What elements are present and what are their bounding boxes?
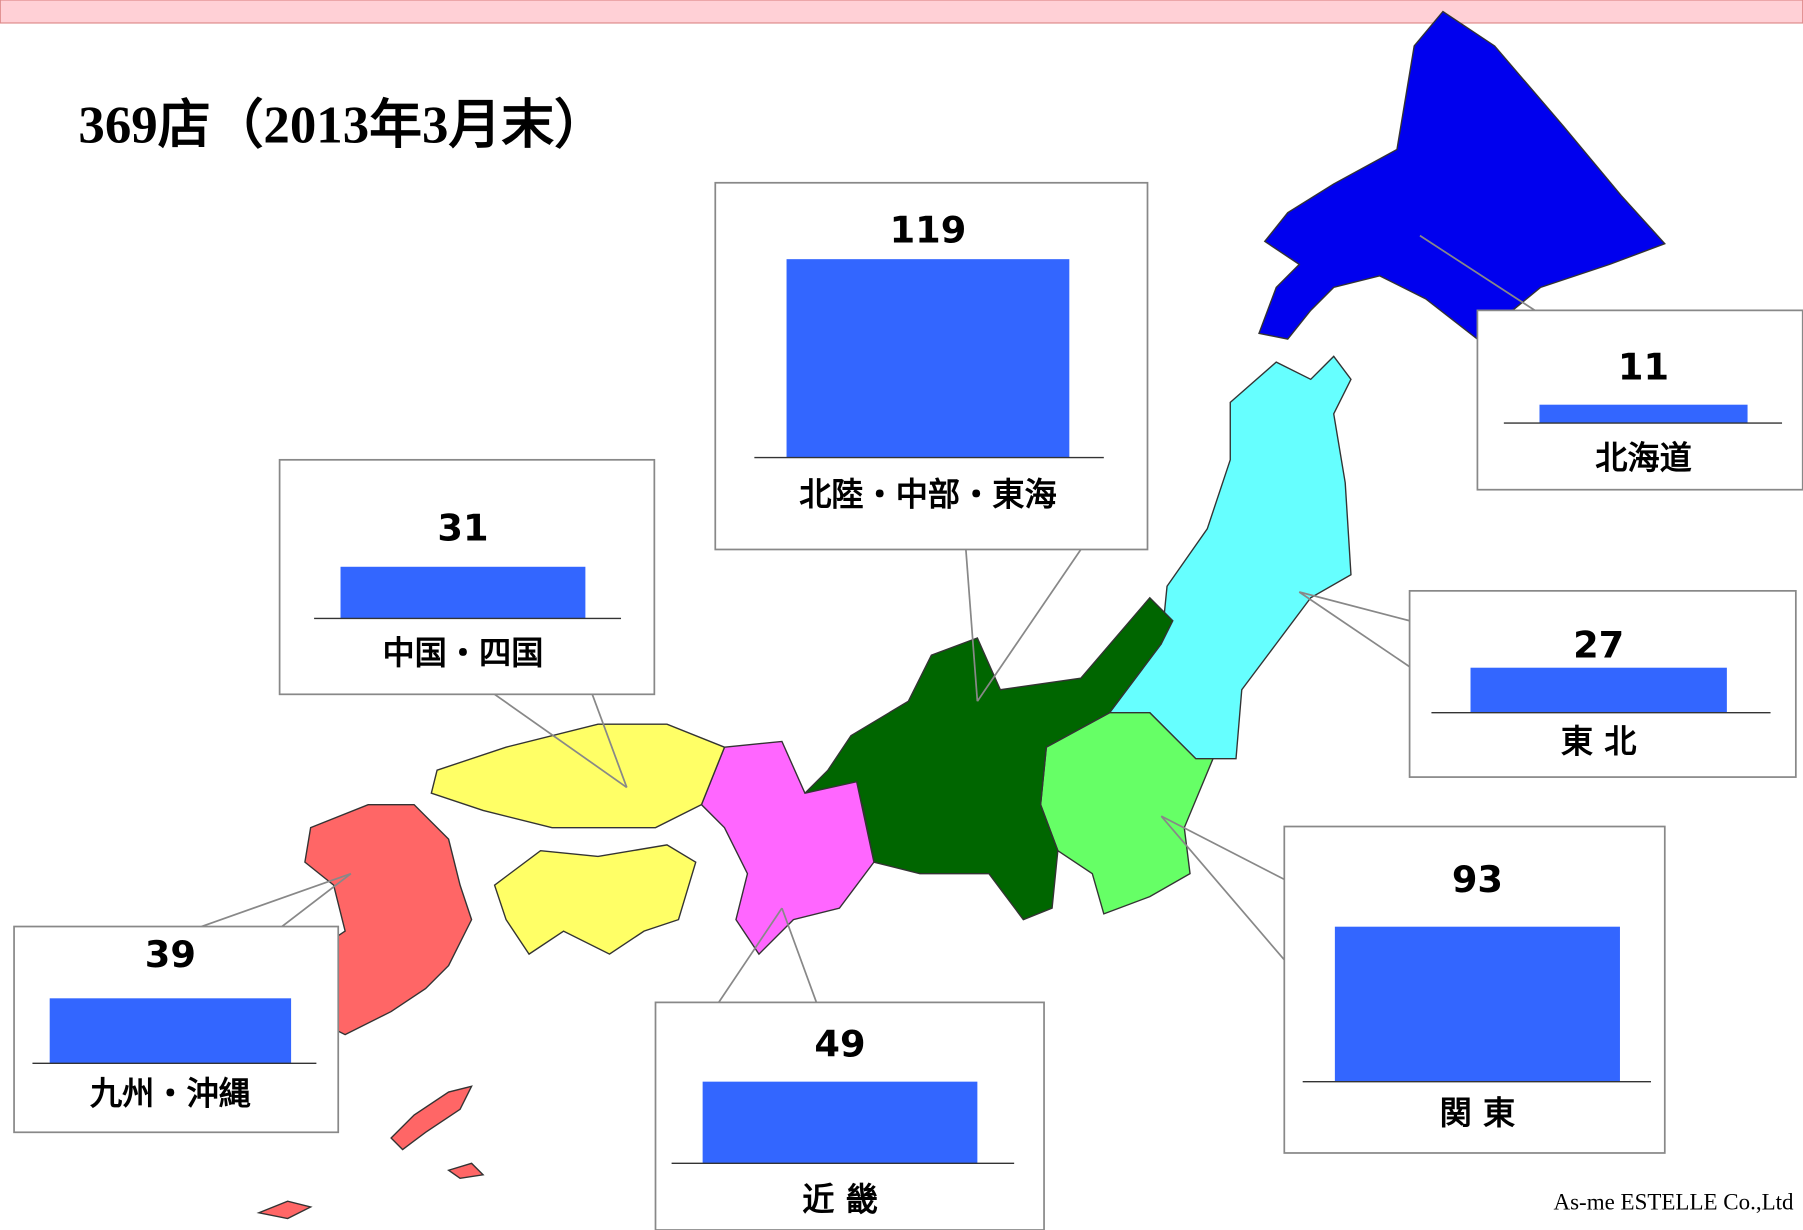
- bar: [702, 1081, 978, 1164]
- bar: [49, 998, 292, 1064]
- slide-title: 369店（2013年3月末）: [78, 95, 607, 155]
- bar: [1470, 667, 1727, 713]
- region-name: 北陸・中部・東海: [799, 476, 1056, 514]
- region-name: 北海道: [1595, 439, 1692, 477]
- kinki: [700, 740, 875, 956]
- region-name: 関 東: [1440, 1094, 1516, 1132]
- value-label: 11: [1618, 346, 1669, 389]
- value-label: 39: [145, 933, 196, 976]
- bar: [1334, 926, 1620, 1082]
- hokkaido: [1258, 10, 1666, 340]
- shikoku: [493, 844, 697, 956]
- region-name: 中国・四国: [383, 634, 544, 672]
- japan-map: [256, 10, 1666, 1220]
- callout-box: [1476, 309, 1803, 491]
- bar: [786, 259, 1070, 458]
- header-band: [0, 0, 1803, 24]
- region-callouts: 11 北海道 27 東 北 93 関 東 119 北陸・中部・東海 49 近 畿 31 中国・四国 39…: [13, 181, 1803, 1230]
- value-label: 49: [814, 1023, 865, 1066]
- value-label: 27: [1573, 624, 1624, 667]
- region-name: 東 北: [1561, 723, 1637, 761]
- bar: [1539, 404, 1748, 424]
- tohoku: [1108, 355, 1352, 760]
- region-name: 近 畿: [802, 1180, 878, 1218]
- value-label: 93: [1452, 858, 1503, 901]
- region-name: 九州・沖縄: [90, 1075, 251, 1113]
- value-label: 31: [437, 506, 488, 549]
- chugoku: [430, 723, 726, 829]
- footer: As-me ESTELLE Co.,Ltd: [1554, 1189, 1795, 1214]
- bar: [340, 566, 586, 619]
- kyushu: [298, 803, 473, 1036]
- okinawa: [256, 1085, 485, 1220]
- value-label: 119: [890, 209, 967, 252]
